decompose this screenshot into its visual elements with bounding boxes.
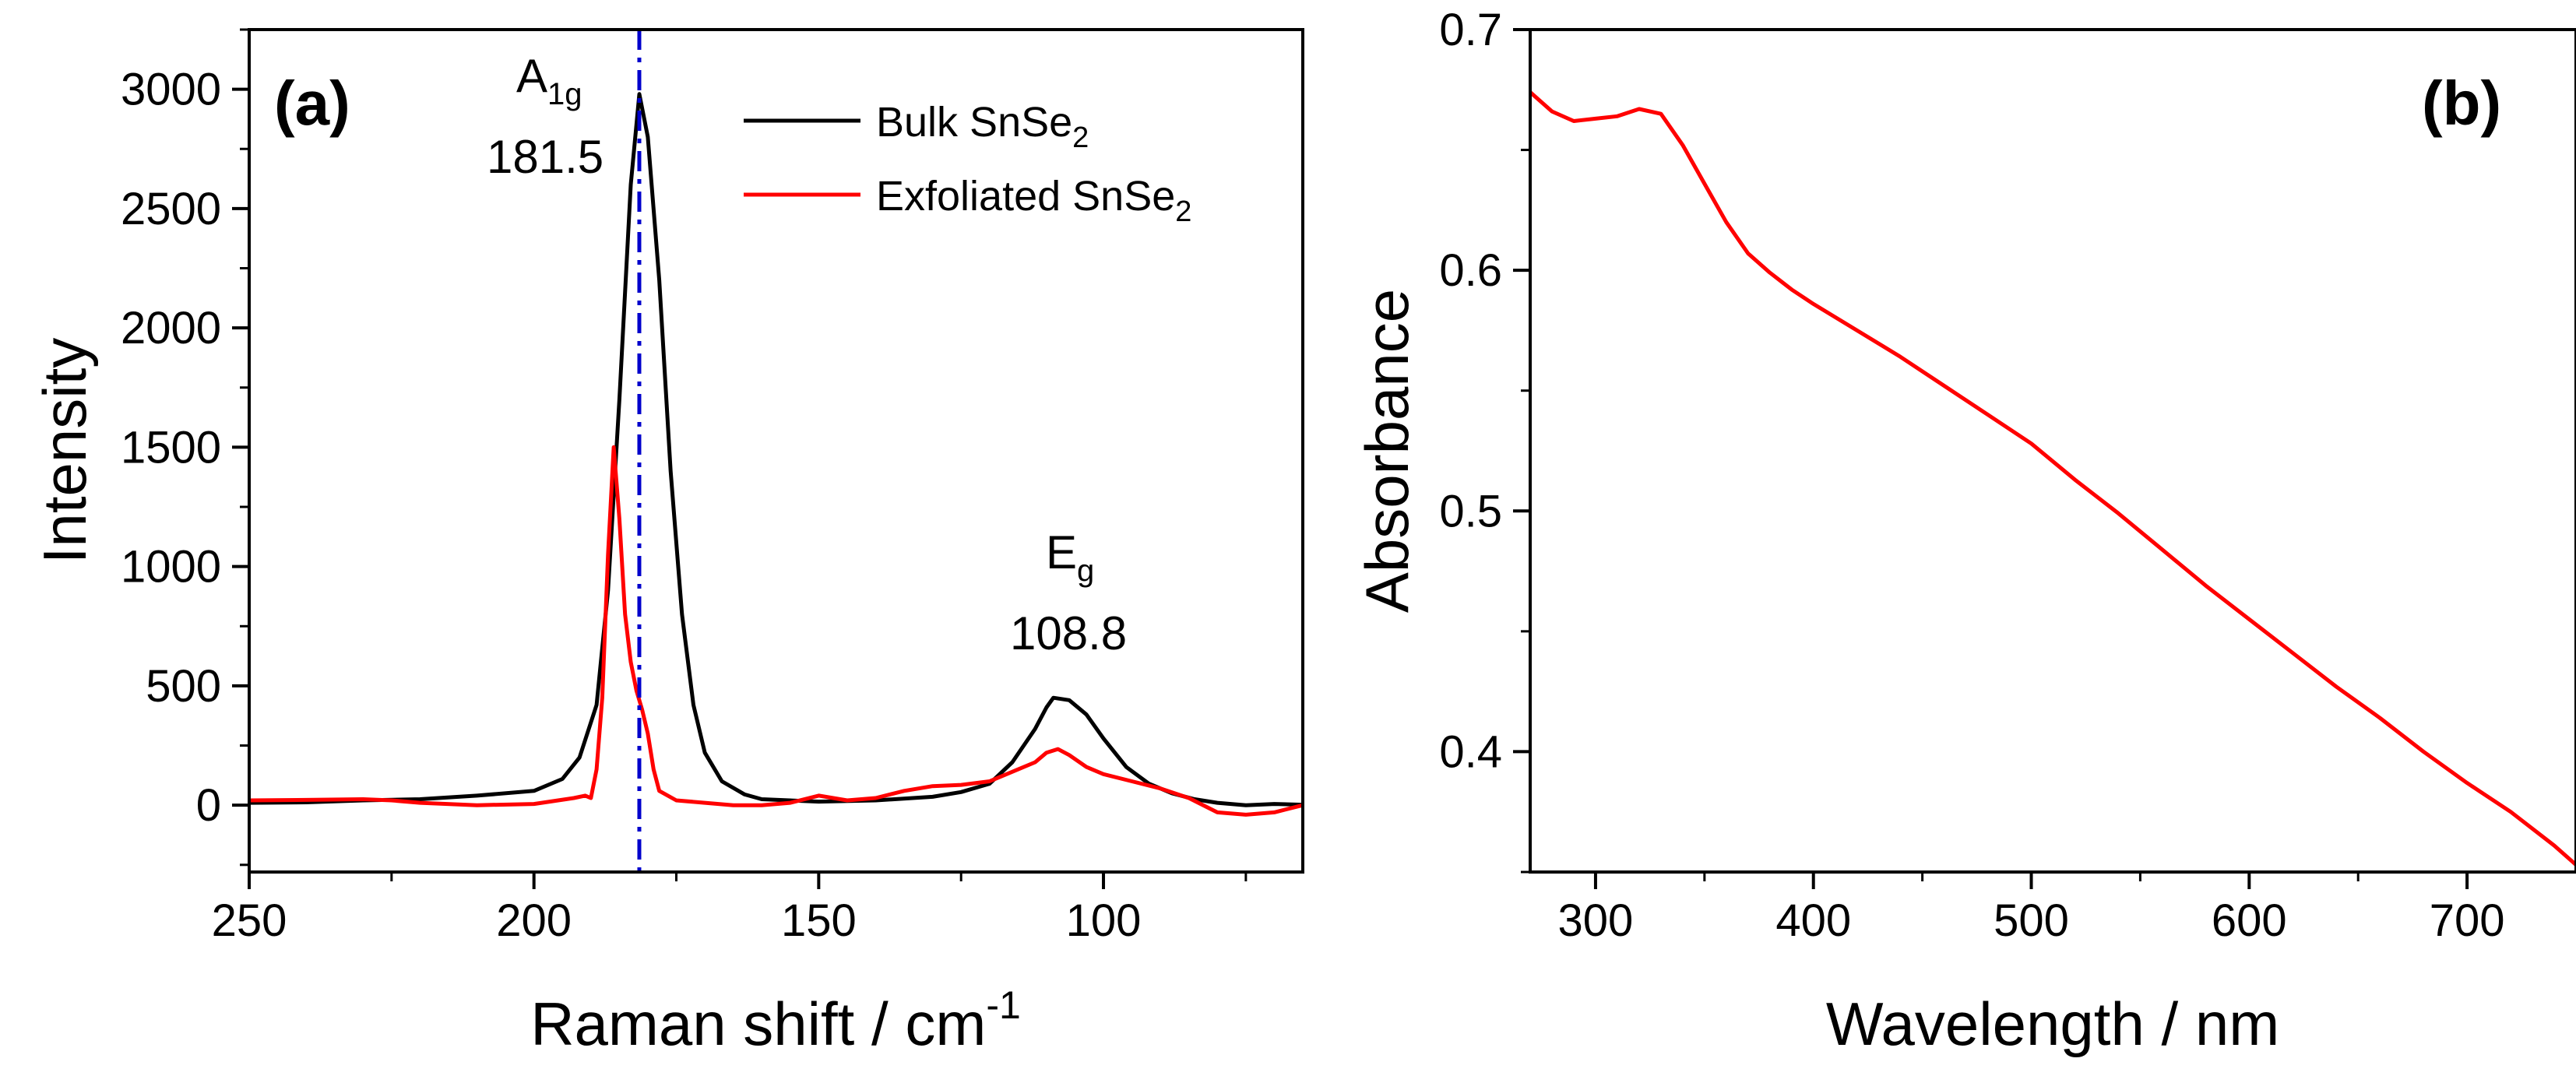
- panel-b-x-tick-label: 600: [2212, 895, 2287, 946]
- eg-annotation: Eg 108.8: [1010, 526, 1127, 659]
- eg-value: 108.8: [1010, 607, 1127, 659]
- panel-b-y-tick-label: 0.6: [1439, 245, 1502, 296]
- legend-label-bulk: Bulk SnSe2: [876, 99, 1089, 154]
- panel-a-y-tick-label: 3000: [121, 65, 221, 115]
- panel-b-label: (b): [2422, 69, 2501, 138]
- panel-a-x-tick-label: 250: [212, 895, 287, 946]
- eg-label: Eg: [1046, 526, 1094, 588]
- panel-b-x-tick-label: 500: [1994, 895, 2069, 946]
- panel-b-x-axis-title: Wavelength / nm: [1826, 990, 2279, 1058]
- panel-a-series-0-line: [248, 92, 1304, 807]
- panel-a-x-axis-title: Raman shift / cm-1: [530, 983, 1021, 1058]
- panel-b-ticks: 300 400 500 600 700 0.4 0.5 0.6 0.7: [1439, 5, 2504, 946]
- panel-a-x-tick-label: 200: [496, 895, 572, 946]
- panel-a-y-tick-label: 0: [196, 780, 221, 831]
- panel-b-y-tick-label: 0.7: [1439, 5, 1502, 55]
- panel-b-x-tick-label: 400: [1775, 895, 1851, 946]
- panel-b-y-tick-label: 0.5: [1439, 486, 1502, 536]
- panel-a-y-tick-label: 1500: [121, 422, 221, 473]
- a1g-value: 181.5: [487, 131, 604, 183]
- panel-b-y-axis-title: Absorbance: [1353, 289, 1421, 613]
- panel-b-y-tick-label: 0.4: [1439, 726, 1502, 777]
- a1g-label: A1g: [516, 50, 582, 111]
- panel-a-series-1-line: [248, 445, 1304, 817]
- panel-a-x-tick-label: 100: [1066, 895, 1142, 946]
- panel-b-x-tick-label: 700: [2430, 895, 2505, 946]
- panel-a-y-tick-label: 2500: [121, 184, 221, 234]
- panel-b-absorbance: 300 400 500 600 700 0.4 0.5 0.6 0.7 (b) Waveleng…: [1353, 5, 2576, 1058]
- panel-a-axes-frame: [248, 28, 1304, 874]
- a1g-annotation: A1g 181.5: [487, 50, 604, 183]
- panel-a-y-axis-title: Intensity: [30, 338, 99, 564]
- panel-a-y-tick-label: 2000: [121, 303, 221, 353]
- panel-b-axes-frame: [1529, 28, 2576, 874]
- legend-label-exfoliated: Exfoliated SnSe2: [876, 173, 1191, 228]
- panel-b-plot-area: [1529, 90, 2576, 867]
- panel-b-x-tick-label: 300: [1558, 895, 1634, 946]
- panel-a-y-tick-label: 500: [146, 661, 221, 712]
- panel-b-series-0-line: [1529, 90, 2576, 867]
- panel-a-label: (a): [274, 69, 350, 138]
- panel-a-y-tick-label: 1000: [121, 542, 221, 593]
- panel-a-legend: Bulk SnSe2 Exfoliated SnSe2: [744, 99, 1191, 228]
- panel-a-x-tick-label: 150: [781, 895, 857, 946]
- panel-a-plot-area: [248, 30, 1304, 872]
